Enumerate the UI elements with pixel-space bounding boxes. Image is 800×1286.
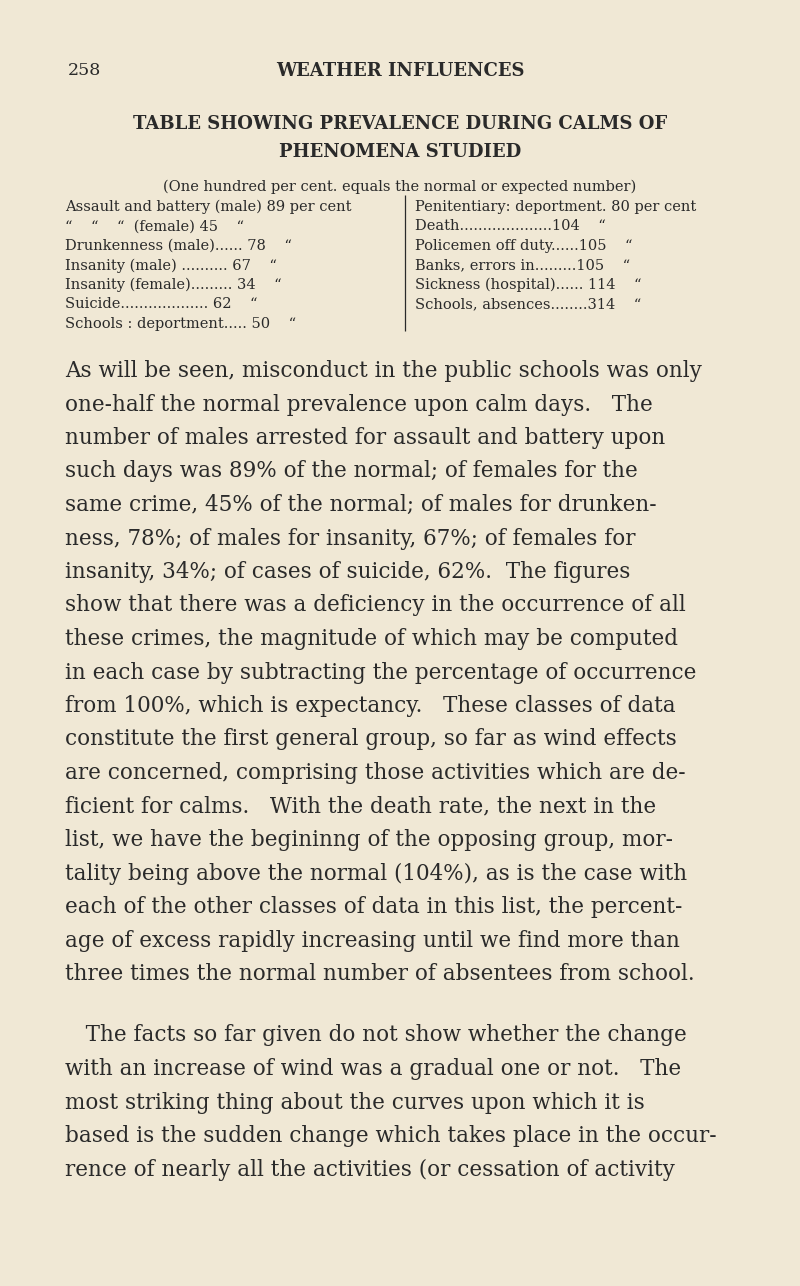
Text: age of excess rapidly increasing until we find more than: age of excess rapidly increasing until w… [65, 930, 680, 952]
Text: number of males arrested for assault and battery upon: number of males arrested for assault and… [65, 427, 666, 449]
Text: constitute the first general group, so far as wind effects: constitute the first general group, so f… [65, 728, 677, 751]
Text: each of the other classes of data in this list, the percent-: each of the other classes of data in thi… [65, 896, 682, 918]
Text: Penitentiary: deportment. 80 per cent: Penitentiary: deportment. 80 per cent [415, 201, 696, 213]
Text: in each case by subtracting the percentage of occurrence: in each case by subtracting the percenta… [65, 661, 696, 683]
Text: Banks, errors in.........105    “: Banks, errors in.........105 “ [415, 258, 630, 273]
Text: “    “    “  (female) 45    “: “ “ “ (female) 45 “ [65, 220, 244, 234]
Text: Sickness (hospital)...... 114    “: Sickness (hospital)...... 114 “ [415, 278, 642, 292]
Text: ficient for calms.   With the death rate, the next in the: ficient for calms. With the death rate, … [65, 796, 656, 818]
Text: Schools : deportment..... 50    “: Schools : deportment..... 50 “ [65, 318, 296, 331]
Text: Schools, absences........314    “: Schools, absences........314 “ [415, 297, 642, 311]
Text: are concerned, comprising those activities which are de-: are concerned, comprising those activiti… [65, 763, 686, 784]
Text: As will be seen, misconduct in the public schools was only: As will be seen, misconduct in the publi… [65, 360, 702, 382]
Text: from 100%, which is expectancy.   These classes of data: from 100%, which is expectancy. These cl… [65, 694, 676, 718]
Text: rence of nearly all the activities (or cessation of activity: rence of nearly all the activities (or c… [65, 1159, 675, 1181]
Text: Drunkenness (male)...... 78    “: Drunkenness (male)...... 78 “ [65, 239, 292, 253]
Text: Insanity (female)......... 34    “: Insanity (female)......... 34 “ [65, 278, 282, 292]
Text: Policemen off duty......105    “: Policemen off duty......105 “ [415, 239, 633, 253]
Text: show that there was a deficiency in the occurrence of all: show that there was a deficiency in the … [65, 594, 686, 616]
Text: same crime, 45% of the normal; of males for drunken-: same crime, 45% of the normal; of males … [65, 494, 657, 516]
Text: tality being above the normal (104%), as is the case with: tality being above the normal (104%), as… [65, 863, 687, 885]
Text: Insanity (male) .......... 67    “: Insanity (male) .......... 67 “ [65, 258, 277, 273]
Text: most striking thing about the curves upon which it is: most striking thing about the curves upo… [65, 1092, 645, 1114]
Text: three times the normal number of absentees from school.: three times the normal number of absente… [65, 963, 694, 985]
Text: WEATHER INFLUENCES: WEATHER INFLUENCES [276, 62, 524, 80]
Text: (One hundred per cent. equals the normal or expected number): (One hundred per cent. equals the normal… [163, 180, 637, 194]
Text: such days was 89% of the normal; of females for the: such days was 89% of the normal; of fema… [65, 460, 638, 482]
Text: ness, 78%; of males for insanity, 67%; of females for: ness, 78%; of males for insanity, 67%; o… [65, 527, 635, 549]
Text: insanity, 34%; of cases of suicide, 62%.  The figures: insanity, 34%; of cases of suicide, 62%.… [65, 561, 630, 583]
Text: based is the sudden change which takes place in the occur-: based is the sudden change which takes p… [65, 1125, 717, 1147]
Text: Suicide................... 62    “: Suicide................... 62 “ [65, 297, 258, 311]
Text: The facts so far given do not show whether the change: The facts so far given do not show wheth… [65, 1025, 686, 1047]
Text: Assault and battery (male) 89 per cent: Assault and battery (male) 89 per cent [65, 201, 351, 215]
Text: TABLE SHOWING PREVALENCE DURING CALMS OF: TABLE SHOWING PREVALENCE DURING CALMS OF [133, 114, 667, 132]
Text: with an increase of wind was a gradual one or not.   The: with an increase of wind was a gradual o… [65, 1058, 681, 1080]
Text: list, we have the begininng of the opposing group, mor-: list, we have the begininng of the oppos… [65, 829, 673, 851]
Text: Death....................104    “: Death....................104 “ [415, 220, 606, 234]
Text: 258: 258 [68, 62, 102, 78]
Text: PHENOMENA STUDIED: PHENOMENA STUDIED [279, 143, 521, 161]
Text: these crimes, the magnitude of which may be computed: these crimes, the magnitude of which may… [65, 628, 678, 649]
Text: one-half the normal prevalence upon calm days.   The: one-half the normal prevalence upon calm… [65, 394, 653, 415]
